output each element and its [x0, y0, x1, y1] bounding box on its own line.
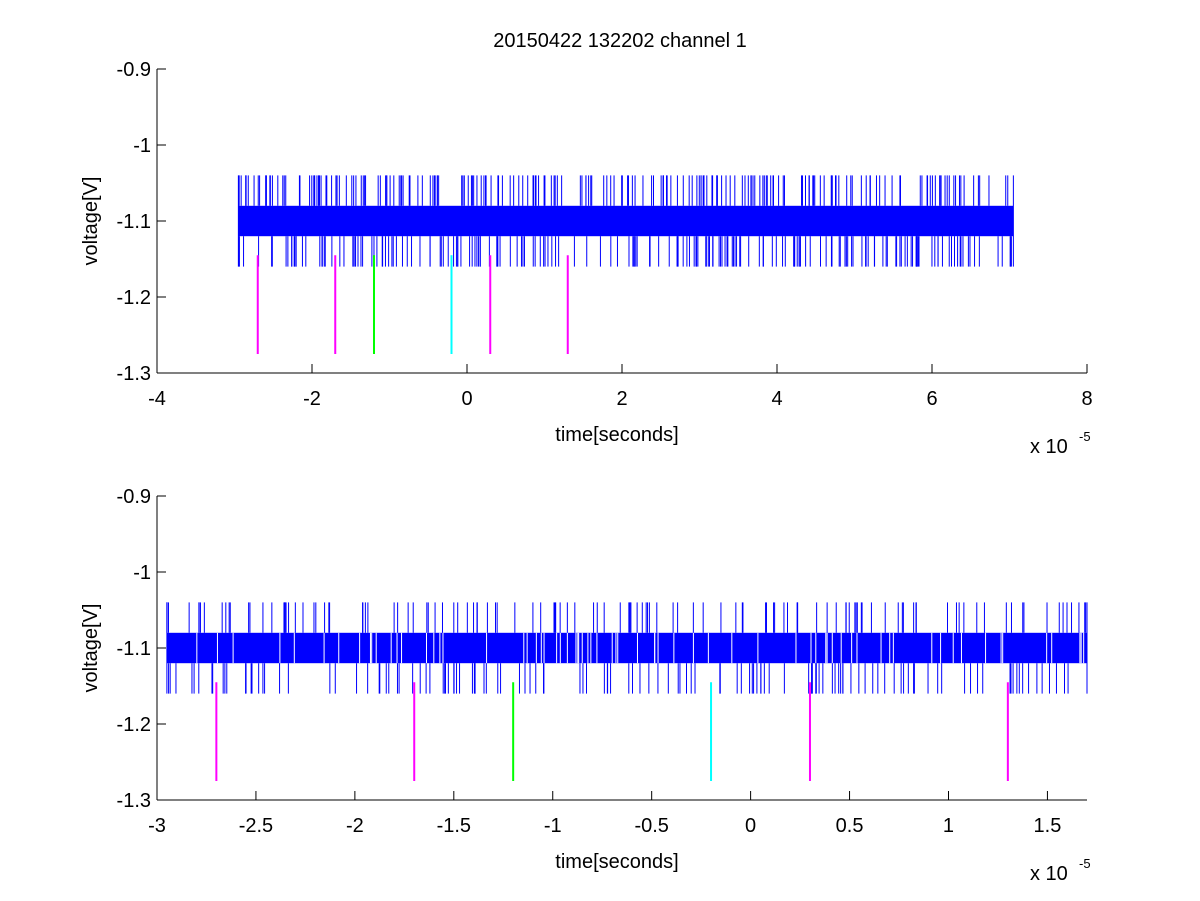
y-tick-label: -1.1 [117, 211, 151, 233]
x-tick-label: 1 [943, 815, 954, 837]
x-tick-label: 0 [461, 388, 472, 410]
bottom-plot: -1.3 -1.2 -1.1 -1 -0.9 -3 -2.5 -2 -1.5 -1 -0.5 0 0.5… [80, 486, 1091, 885]
x-tick-label: 0 [745, 815, 756, 837]
signal-band [166, 632, 1087, 664]
y-tick-label: -1.2 [117, 714, 151, 736]
x-tick-label: 2 [616, 388, 627, 410]
signal-trace [237, 175, 1014, 267]
y-tick-label: -1.2 [117, 287, 151, 309]
y-tick-label: -1 [133, 562, 151, 584]
signal-band [238, 205, 1014, 237]
x-exponent-power: -5 [1079, 856, 1091, 871]
figure-title: 20150422 132202 channel 1 [493, 30, 747, 52]
y-tick-label: -0.9 [117, 59, 151, 81]
x-exponent-label: x 10 [1030, 863, 1068, 885]
y-tick-label: -1.1 [117, 638, 151, 660]
x-tick-label: 4 [771, 388, 782, 410]
x-tick-label: 0.5 [836, 815, 864, 837]
x-tick-label: -1 [544, 815, 562, 837]
y-tick-label: -1.3 [117, 790, 151, 812]
x-tick-label: -4 [148, 388, 166, 410]
signal-trace [166, 602, 1088, 694]
x-tick-label: -0.5 [634, 815, 668, 837]
x-exponent-power: -5 [1079, 429, 1091, 444]
x-exponent-label: x 10 [1030, 436, 1068, 458]
y-tick-label: -1.3 [117, 363, 151, 385]
x-tick-label: -1.5 [437, 815, 471, 837]
x-tick-label: -3 [148, 815, 166, 837]
x-tick-label: -2 [303, 388, 321, 410]
y-axis-label: voltage[V] [80, 177, 102, 266]
x-axis-label: time[seconds] [555, 851, 678, 873]
x-tick-label: 8 [1081, 388, 1092, 410]
x-tick-label: -2.5 [239, 815, 273, 837]
y-axis-label: voltage[V] [80, 604, 102, 693]
y-tick-label: -1 [133, 135, 151, 157]
top-plot: -1.3 -1.2 -1.1 -1 -0.9 -4 -2 0 2 4 6 8 time[seconds]… [80, 59, 1093, 458]
x-tick-label: -2 [346, 815, 364, 837]
x-axis-label: time[seconds] [555, 424, 678, 446]
x-tick-label: 6 [926, 388, 937, 410]
y-tick-label: -0.9 [117, 486, 151, 508]
x-tick-label: 1.5 [1034, 815, 1062, 837]
